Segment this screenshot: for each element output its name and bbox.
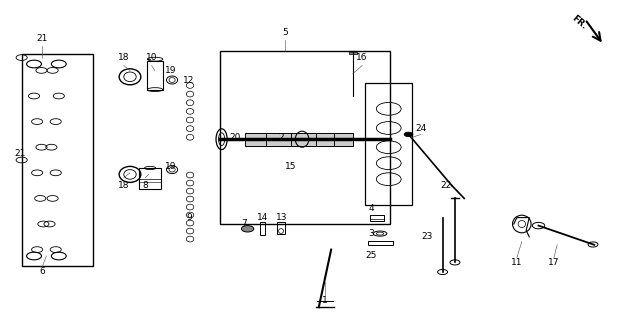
Text: 20: 20 [230, 133, 241, 142]
Text: 18: 18 [118, 181, 129, 190]
Text: 19: 19 [165, 162, 176, 171]
Text: 13: 13 [276, 213, 287, 222]
Bar [349, 52, 357, 54]
Text: 7: 7 [241, 220, 248, 228]
Text: 2: 2 [279, 133, 285, 142]
Text: 8: 8 [142, 181, 149, 190]
Text: 5: 5 [282, 28, 288, 36]
Circle shape [404, 132, 413, 137]
Text: 11: 11 [511, 258, 522, 267]
Text: 18: 18 [118, 53, 129, 62]
Text: 12: 12 [183, 76, 194, 84]
Text: 19: 19 [165, 66, 176, 75]
Text: 21: 21 [37, 34, 48, 43]
Text: FR.: FR. [569, 14, 588, 31]
Text: 21: 21 [14, 149, 25, 158]
Bar [260, 222, 265, 235]
Circle shape [241, 226, 254, 232]
Bar [245, 133, 353, 146]
Text: 17: 17 [548, 258, 560, 267]
Bar [368, 241, 393, 245]
Text: 22: 22 [440, 181, 451, 190]
Text: 1: 1 [322, 296, 328, 305]
Bar [139, 168, 161, 189]
Text: 9: 9 [186, 213, 192, 222]
Bar [147, 61, 163, 90]
Bar [277, 222, 285, 234]
Text: 3: 3 [368, 229, 374, 238]
Text: 16: 16 [357, 53, 368, 62]
Bar [365, 83, 412, 205]
Text: 4: 4 [368, 204, 374, 212]
Text: 24: 24 [415, 124, 426, 132]
Bar [22, 54, 93, 266]
Bar [220, 51, 390, 224]
Text: 6: 6 [39, 268, 45, 276]
Text: 23: 23 [422, 232, 433, 241]
Text: 10: 10 [146, 53, 157, 62]
Bar [370, 215, 384, 221]
Text: 15: 15 [285, 162, 297, 171]
Text: 14: 14 [258, 213, 269, 222]
Text: 25: 25 [366, 252, 377, 260]
